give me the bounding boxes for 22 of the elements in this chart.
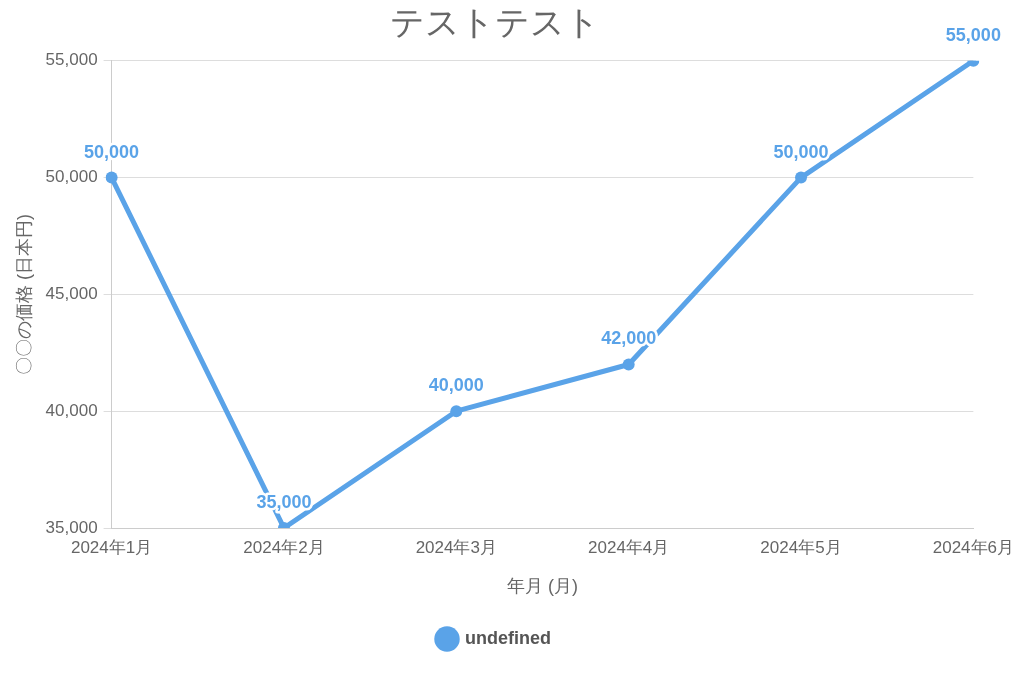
legend-label: undefined [465,627,551,648]
y-tick-label: 40,000 [45,400,98,420]
y-axis-title: 〇〇の価格 (日本円) [13,213,34,375]
x-tick-label: 2024年3月 [415,537,497,557]
x-tick-label: 2024年2月 [243,537,325,557]
data-label: 50,000 [84,141,140,162]
data-label: 55,000 [945,24,1001,45]
point [450,405,463,418]
y-tick-label: 50,000 [45,167,98,187]
point [795,171,808,184]
data-label: 40,000 [428,375,484,396]
y-tick-label: 45,000 [45,284,98,304]
x-tick-label: 2024年4月 [588,537,670,557]
y-tick-label: 35,000 [45,517,98,537]
x-axis-title: 年月 (月) [506,576,578,597]
y-tick-label: 55,000 [45,50,98,70]
chart-title: テストテスト [389,2,600,41]
x-tick-label: 2024年6月 [932,537,1014,557]
point [622,358,635,371]
x-tick-label: 2024年1月 [70,537,153,557]
x-tick-label: 2024年5月 [760,537,842,557]
data-label: 50,000 [773,141,829,162]
